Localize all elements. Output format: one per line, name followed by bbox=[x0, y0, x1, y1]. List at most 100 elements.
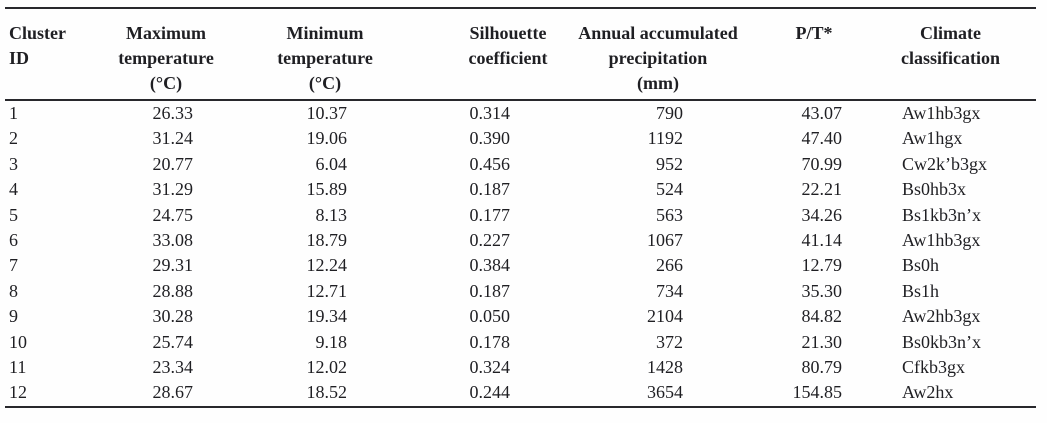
table-cell: 12 bbox=[9, 382, 27, 403]
table-cell: 1192 bbox=[647, 128, 683, 149]
table-cell: Bs1kb3n’x bbox=[902, 204, 982, 225]
table-cell: 26.33 bbox=[152, 103, 194, 123]
column-header-silhouette-coefficient: Silhouette coefficient bbox=[410, 8, 568, 101]
table-cell: Aw2hb3gx bbox=[902, 306, 981, 327]
table-cell: 15.89 bbox=[306, 179, 348, 200]
column-header-max-temperature: Maximum temperature (°C) bbox=[105, 8, 245, 101]
table-cell: 0.187 bbox=[469, 179, 511, 200]
table-cell: Aw1hgx bbox=[902, 128, 963, 149]
table-cell: 2104 bbox=[647, 306, 683, 327]
table-cell: 734 bbox=[656, 280, 683, 301]
table-cell: 6 bbox=[9, 230, 18, 251]
table-cell: Aw2hx bbox=[902, 382, 954, 403]
table-cell: 0.314 bbox=[469, 103, 511, 123]
table-cell: 84.82 bbox=[801, 306, 843, 327]
table-cell: 372 bbox=[656, 331, 683, 352]
table-cell: Bs0kb3n’x bbox=[902, 331, 982, 352]
table-cell: Bs1h bbox=[902, 280, 940, 301]
table-cell: 47.40 bbox=[801, 128, 843, 149]
table-cell: Cfkb3gx bbox=[902, 357, 965, 378]
table-cell: 12.79 bbox=[801, 255, 843, 276]
table-cell: 0.390 bbox=[469, 128, 511, 149]
table-cell: 28.67 bbox=[152, 382, 194, 403]
table-cell: 35.30 bbox=[801, 280, 843, 301]
table-cell: 0.177 bbox=[469, 204, 511, 225]
table-cell: 28.88 bbox=[152, 280, 194, 301]
table-cell: Cw2k’b3gx bbox=[902, 153, 987, 174]
table-row: 9 30.28 19.34 0.050 2104 84.82 Aw2hb3gx bbox=[5, 304, 1036, 329]
table-cell: 34.26 bbox=[801, 204, 843, 225]
table-row: 5 24.75 8.13 0.177 563 34.26 Bs1kb3n’x bbox=[5, 203, 1036, 228]
table-header: Cluster ID Maximum temperature (°C) Mini… bbox=[5, 8, 1036, 101]
table-cell: 12.71 bbox=[306, 280, 348, 301]
table-cell: 0.050 bbox=[469, 306, 511, 327]
table-cell: Aw1hb3gx bbox=[902, 230, 981, 251]
table-cell: 24.75 bbox=[152, 204, 194, 225]
table-cell: 43.07 bbox=[801, 103, 843, 123]
table-cell: 21.30 bbox=[801, 331, 843, 352]
table-cell: 0.456 bbox=[469, 153, 511, 174]
table-row: 8 28.88 12.71 0.187 734 35.30 Bs1h bbox=[5, 279, 1036, 304]
table-row: 4 31.29 15.89 0.187 524 22.21 Bs0hb3x bbox=[5, 177, 1036, 202]
table-cell: 29.31 bbox=[152, 255, 194, 276]
table-cell: 266 bbox=[656, 255, 683, 276]
table-cell: 31.24 bbox=[152, 128, 194, 149]
table-cell: 23.34 bbox=[152, 357, 194, 378]
table-cell: 33.08 bbox=[152, 230, 194, 251]
table-cell: Aw1hb3gx bbox=[902, 103, 981, 123]
table-cell: 10.37 bbox=[306, 103, 348, 123]
climate-clusters-table: Cluster ID Maximum temperature (°C) Mini… bbox=[5, 7, 1036, 408]
table-cell: 524 bbox=[656, 179, 683, 200]
table-cell: 11 bbox=[9, 357, 27, 378]
table-cell: 4 bbox=[9, 179, 18, 200]
table-cell: 952 bbox=[656, 153, 683, 174]
table-cell: 5 bbox=[9, 204, 18, 225]
table-cell: 3654 bbox=[647, 382, 683, 403]
table-cell: 18.52 bbox=[306, 382, 348, 403]
table-cell: Bs0hb3x bbox=[902, 179, 967, 200]
table-cell: 19.34 bbox=[306, 306, 348, 327]
table-cell: 70.99 bbox=[801, 153, 843, 174]
table-cell: 0.324 bbox=[469, 357, 511, 378]
table-cell: 80.79 bbox=[801, 357, 843, 378]
table-cell: 7 bbox=[9, 255, 18, 276]
table-cell: 12.24 bbox=[306, 255, 348, 276]
table-cell: 9.18 bbox=[315, 331, 348, 352]
table-cell: 12.02 bbox=[306, 357, 348, 378]
table-cell: 1067 bbox=[647, 230, 683, 251]
table-cell: 0.178 bbox=[469, 331, 511, 352]
table-cell: 41.14 bbox=[801, 230, 843, 251]
table-cell: 9 bbox=[9, 306, 18, 327]
table-cell: 0.244 bbox=[469, 382, 511, 403]
table-cell: 22.21 bbox=[801, 179, 843, 200]
column-header-cluster-id: Cluster ID bbox=[5, 8, 105, 101]
table-cell: 563 bbox=[656, 204, 683, 225]
table-cell: 30.28 bbox=[152, 306, 194, 327]
column-header-climate-classification: Climate classification bbox=[865, 8, 1036, 101]
table-row: 3 20.77 6.04 0.456 952 70.99 Cw2k’b3gx bbox=[5, 152, 1036, 177]
table-cell: 8 bbox=[9, 280, 18, 301]
header-row: Cluster ID Maximum temperature (°C) Mini… bbox=[5, 8, 1036, 101]
table-cell: Bs0h bbox=[902, 255, 940, 276]
table-cell: 0.227 bbox=[469, 230, 511, 251]
table-cell: 6.04 bbox=[315, 153, 348, 174]
table-cell: 3 bbox=[9, 153, 18, 174]
table-cell: 19.06 bbox=[306, 128, 348, 149]
table-cell: 790 bbox=[656, 103, 683, 123]
table-row: 10 25.74 9.18 0.178 372 21.30 Bs0kb3n’x bbox=[5, 330, 1036, 355]
table-cell: 20.77 bbox=[152, 153, 194, 174]
column-header-annual-precipitation: Annual accumulated precipitation (mm) bbox=[568, 8, 758, 101]
table-cell: 10 bbox=[9, 331, 27, 352]
table-cell: 1428 bbox=[647, 357, 683, 378]
table-row: 1 26.33 10.37 0.314 790 43.07 Aw1hb3gx bbox=[5, 100, 1036, 126]
table-row: 6 33.08 18.79 0.227 1067 41.14 Aw1hb3gx bbox=[5, 228, 1036, 253]
table-cell: 31.29 bbox=[152, 179, 194, 200]
table-row: 2 31.24 19.06 0.390 1192 47.40 Aw1hgx bbox=[5, 126, 1036, 151]
table-cell: 1 bbox=[9, 103, 18, 123]
table-cell: 0.187 bbox=[469, 280, 511, 301]
table-cell: 0.384 bbox=[469, 255, 511, 276]
table-cell: 154.85 bbox=[792, 382, 843, 403]
table-row: 7 29.31 12.24 0.384 266 12.79 Bs0h bbox=[5, 253, 1036, 278]
table-row: 12 28.67 18.52 0.244 3654 154.85 Aw2hx bbox=[5, 380, 1036, 406]
table-cell: 25.74 bbox=[152, 331, 194, 352]
